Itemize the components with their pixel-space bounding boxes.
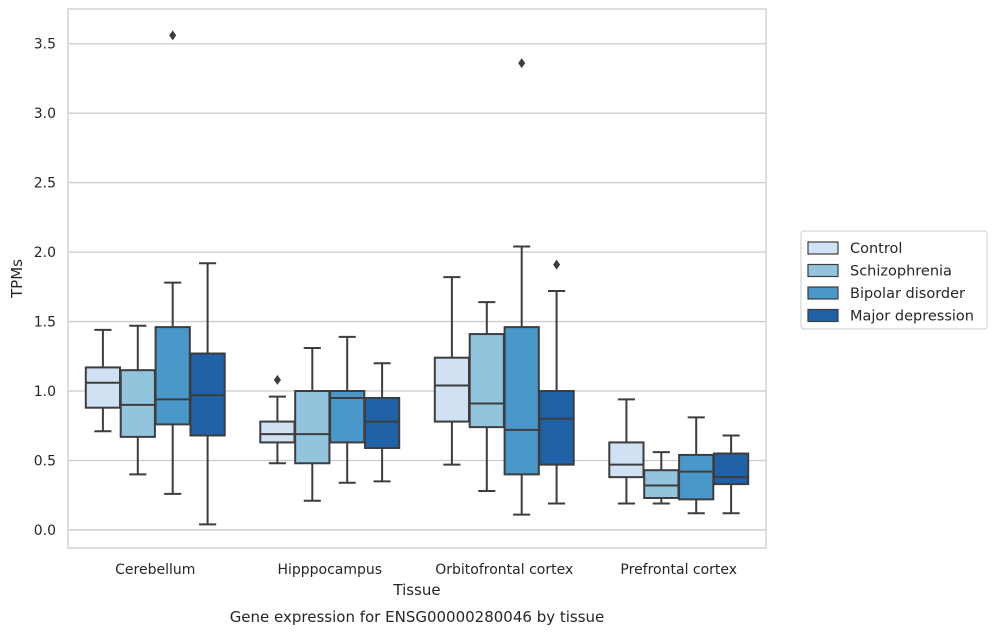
legend-swatch bbox=[807, 263, 839, 278]
box-body bbox=[433, 356, 471, 423]
x-tick-label: Cerebellum bbox=[115, 562, 195, 578]
plot-frame bbox=[67, 8, 767, 549]
legend-entry: Schizophrenia bbox=[850, 264, 952, 280]
box-major-depression bbox=[363, 362, 401, 483]
legend: Control Schizophrenia Bipolar disorder Majo… bbox=[800, 230, 988, 330]
box-body bbox=[119, 369, 156, 438]
box-body bbox=[538, 390, 575, 466]
box-body bbox=[608, 441, 645, 479]
legend-swatch bbox=[807, 286, 839, 300]
box-major-depression bbox=[538, 259, 575, 505]
y-tick-label: 3.0 bbox=[34, 106, 56, 122]
y-tick-label: 2.0 bbox=[34, 245, 56, 261]
outlier-point bbox=[553, 259, 561, 270]
box-schizophrenia bbox=[119, 324, 156, 476]
y-tick-label: 0.0 bbox=[34, 523, 56, 539]
box-schizophrenia bbox=[294, 346, 331, 502]
legend-frame bbox=[800, 230, 988, 330]
box-control bbox=[608, 398, 645, 505]
y-axis-label: TPMs bbox=[8, 259, 26, 299]
box-body bbox=[678, 453, 715, 501]
box-body bbox=[259, 420, 296, 444]
y-tick-label: 3.5 bbox=[34, 37, 56, 53]
outlier-point bbox=[169, 30, 177, 41]
box-body bbox=[363, 396, 401, 449]
box-bipolar-disorder bbox=[503, 58, 540, 516]
outlier-point bbox=[518, 58, 526, 69]
box-body bbox=[712, 452, 750, 486]
box-body bbox=[84, 366, 122, 409]
x-tick-label: Hipppocampus bbox=[277, 562, 382, 578]
y-tick-label: 2.5 bbox=[34, 176, 56, 192]
legend-entry: Control bbox=[850, 241, 902, 257]
y-tick-label: 0.5 bbox=[34, 453, 56, 469]
box-control bbox=[433, 276, 471, 466]
y-tick-label: 1.5 bbox=[34, 315, 56, 331]
y-tick-label: 1.0 bbox=[34, 384, 56, 400]
x-axis-label: Tissue bbox=[392, 581, 440, 599]
legend-swatch bbox=[807, 241, 839, 255]
box-bipolar-disorder bbox=[154, 30, 191, 495]
box-control bbox=[259, 374, 296, 465]
legend-entry: Bipolar disorder bbox=[850, 286, 965, 302]
box-control bbox=[84, 328, 122, 433]
box-layer bbox=[84, 30, 750, 526]
y-tick-labels: 0.0 0.5 1.0 1.5 2.0 2.5 3.0 3.5 bbox=[34, 37, 56, 539]
legend-entry: Major depression bbox=[850, 309, 974, 325]
x-tick-label: Prefrontal cortex bbox=[620, 562, 737, 578]
legend-swatch bbox=[807, 308, 839, 323]
x-tick-labels: Cerebellum Hipppocampus Orbitofrontal cort… bbox=[115, 562, 737, 578]
x-tick-label: Orbitofrontal cortex bbox=[435, 562, 573, 578]
box-body bbox=[294, 390, 331, 465]
box-bipolar-disorder bbox=[678, 416, 715, 515]
box-body bbox=[503, 326, 540, 476]
box-body bbox=[643, 469, 680, 499]
box-schizophrenia bbox=[468, 301, 505, 493]
outlier-point bbox=[273, 374, 281, 385]
chart-caption: Gene expression for ENSG00000280046 by t… bbox=[230, 608, 605, 626]
box-major-depression bbox=[712, 434, 750, 515]
box-body bbox=[468, 333, 505, 429]
box-major-depression bbox=[189, 262, 226, 526]
box-body bbox=[154, 326, 191, 426]
